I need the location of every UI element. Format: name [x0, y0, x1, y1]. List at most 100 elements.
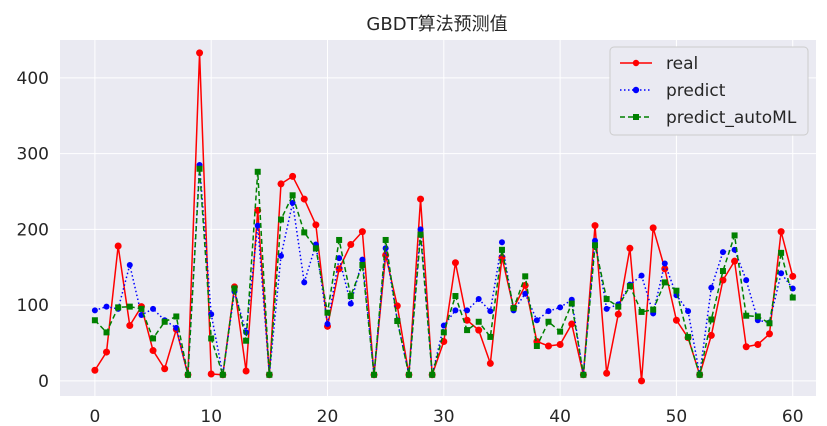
- data-point: [91, 307, 98, 314]
- data-point: [487, 308, 494, 315]
- data-point: [324, 321, 331, 328]
- data-point: [707, 331, 715, 339]
- data-point: [277, 180, 285, 188]
- data-point: [347, 300, 354, 307]
- data-point: [522, 290, 529, 297]
- data-point: [451, 259, 459, 267]
- data-point: [358, 228, 366, 236]
- data-point: [754, 340, 762, 348]
- data-point: [382, 236, 389, 243]
- data-point: [161, 318, 168, 325]
- data-point: [661, 279, 668, 286]
- data-point: [243, 337, 250, 344]
- data-point: [638, 308, 645, 315]
- data-point: [173, 324, 180, 331]
- data-point: [742, 343, 750, 351]
- data-point: [126, 322, 134, 330]
- data-point: [347, 293, 354, 300]
- data-point: [533, 317, 540, 324]
- data-point: [126, 261, 133, 268]
- data-point: [603, 305, 610, 312]
- data-point: [673, 287, 680, 294]
- data-point: [731, 257, 739, 265]
- data-point: [638, 377, 646, 385]
- data-point: [731, 232, 738, 239]
- data-point: [277, 216, 284, 223]
- data-point: [498, 246, 505, 253]
- data-point: [592, 237, 599, 244]
- data-point: [789, 294, 796, 301]
- data-point: [115, 304, 122, 311]
- data-point: [777, 228, 785, 236]
- data-point: [405, 371, 412, 378]
- data-point: [522, 273, 529, 280]
- data-point: [603, 296, 610, 303]
- data-point: [685, 333, 692, 340]
- y-tick-label: 300: [17, 145, 49, 165]
- data-point: [766, 320, 773, 327]
- data-point: [533, 343, 540, 350]
- data-point: [626, 244, 634, 252]
- data-point: [592, 242, 599, 249]
- data-point: [464, 307, 471, 314]
- data-point: [91, 317, 98, 324]
- data-point: [429, 371, 436, 378]
- legend: real predict predict_autoML: [609, 46, 809, 136]
- data-point: [719, 276, 727, 284]
- data-point: [778, 249, 785, 256]
- data-point: [452, 307, 459, 314]
- series-predict_autoML: [91, 165, 796, 378]
- data-point: [150, 335, 157, 342]
- data-point: [475, 326, 483, 334]
- data-point: [219, 371, 226, 378]
- data-point: [312, 245, 319, 252]
- data-point: [114, 242, 122, 250]
- y-tick-label: 400: [17, 69, 49, 89]
- data-point: [324, 309, 331, 316]
- data-point: [312, 221, 320, 229]
- data-point: [301, 279, 308, 286]
- series-layer: [91, 49, 797, 385]
- data-point: [557, 304, 564, 311]
- data-point: [184, 371, 191, 378]
- data-point: [486, 359, 494, 367]
- data-point: [161, 365, 169, 373]
- x-axis: 0 10 20 30 40 50 60: [89, 407, 803, 426]
- data-point: [545, 308, 552, 315]
- data-point: [173, 313, 180, 320]
- data-point: [336, 236, 343, 243]
- data-point: [580, 371, 587, 378]
- data-point: [149, 347, 157, 355]
- x-tick-label: 40: [549, 407, 571, 426]
- data-point: [743, 312, 750, 319]
- x-tick-label: 60: [782, 407, 804, 426]
- data-point: [347, 241, 355, 249]
- data-point: [743, 277, 750, 284]
- y-tick-label: 200: [17, 220, 49, 240]
- data-point: [638, 272, 645, 279]
- data-point: [254, 168, 261, 175]
- data-point: [103, 329, 110, 336]
- data-point: [289, 192, 296, 199]
- data-point: [103, 303, 110, 310]
- data-point: [708, 284, 715, 291]
- data-point: [545, 318, 552, 325]
- data-point: [464, 327, 471, 334]
- data-point: [289, 172, 297, 180]
- data-point: [661, 260, 668, 267]
- data-point: [696, 371, 703, 378]
- data-point: [196, 165, 203, 172]
- data-point: [301, 229, 308, 236]
- data-point: [672, 316, 680, 324]
- data-point: [91, 366, 99, 374]
- data-point: [487, 333, 494, 340]
- data-point: [208, 335, 215, 342]
- data-point: [591, 222, 599, 230]
- data-point: [440, 329, 447, 336]
- data-point: [557, 328, 564, 335]
- data-point: [452, 293, 459, 300]
- data-point: [207, 370, 215, 378]
- legend-marker-predict: [632, 86, 640, 94]
- legend-box: [609, 46, 809, 136]
